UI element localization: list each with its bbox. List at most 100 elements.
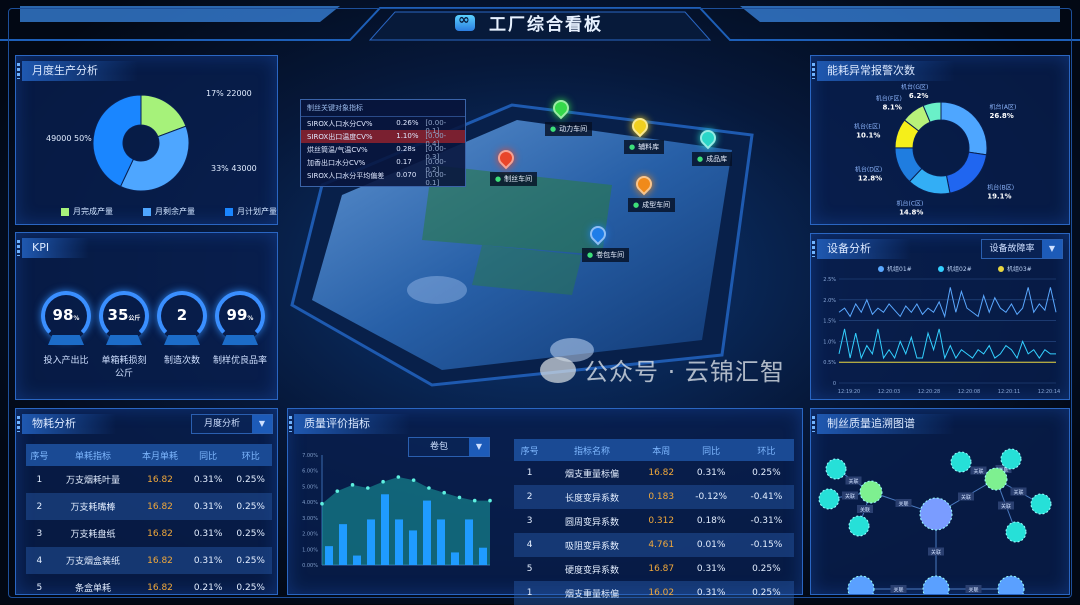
table-row[interactable]: 2 长度变异系数 0.183 -0.12% -0.41% <box>514 485 794 509</box>
graph-node[interactable] <box>997 575 1025 594</box>
column-header[interactable]: 序号 <box>514 439 546 461</box>
y-tick-label: 6.00% <box>302 469 318 475</box>
table-row[interactable]: 5 硬度变异系数 16.87 0.31% 0.25% <box>514 557 794 581</box>
kpi-gauge: 35公斤 单箱耗损刻 公斤 <box>96 291 152 381</box>
bar[interactable] <box>367 519 375 565</box>
table-row[interactable]: 3 圆周变异系数 0.312 0.18% -0.31% <box>514 509 794 533</box>
y-tick-label: 3.00% <box>302 516 318 522</box>
slice-name: 机台(A区) <box>990 103 1017 111</box>
indicator-cell: 1.10% <box>396 132 419 140</box>
donut-slice[interactable] <box>945 151 988 194</box>
graph-node[interactable] <box>984 467 1008 491</box>
edge-label: 关联 <box>845 493 855 500</box>
area-point <box>320 501 324 506</box>
graph-node[interactable] <box>1000 448 1022 470</box>
table-cell: 3 <box>36 528 43 539</box>
panel-title: KPI <box>16 238 90 258</box>
map-pin[interactable]: 卷包车间 <box>582 222 630 262</box>
donut-slice[interactable] <box>940 101 988 156</box>
graph-node[interactable] <box>950 451 972 473</box>
column-header[interactable]: 单耗指标 <box>52 444 134 466</box>
column-header[interactable]: 序号 <box>26 444 53 466</box>
map-pin[interactable]: 制丝车间 <box>490 146 538 186</box>
bar[interactable] <box>451 552 459 565</box>
column-header[interactable]: 环比 <box>229 444 272 466</box>
table-row[interactable]: 5 条盒单耗 16.82 0.21% 0.25% <box>26 574 272 601</box>
table-cell: 16.82 <box>133 547 187 574</box>
bar[interactable] <box>479 547 487 565</box>
indicator-row[interactable]: 烘丝筒温/气温CV% 0.28s [0.00-0.3] <box>301 143 465 161</box>
material-period-dropdown[interactable]: 月度分析 ▼ <box>191 414 273 434</box>
graph-node[interactable] <box>818 488 840 510</box>
map-pin[interactable]: 辅料库 <box>624 114 665 154</box>
graph-node[interactable] <box>1005 521 1027 543</box>
column-header[interactable]: 同比 <box>186 444 230 466</box>
panel-title: 物耗分析 <box>17 414 116 434</box>
indicator-row[interactable]: SIROX人口水分CV% 0.26% [0.00-0.1] <box>301 117 465 135</box>
table-row[interactable]: 1 烟支重量标偏 16.02 0.31% 0.25% <box>514 581 794 605</box>
donut-slice[interactable] <box>119 125 190 192</box>
indicator-row[interactable]: SIROX人口水分平均偏差 0.070 [0.00-0.1] <box>301 169 465 187</box>
gauge-ring: 98% <box>41 291 91 341</box>
graph-node[interactable] <box>847 575 875 594</box>
bar[interactable] <box>437 519 445 565</box>
quality-type-dropdown[interactable]: 卷包 ▼ <box>408 437 490 457</box>
bar[interactable] <box>395 519 403 565</box>
table-row[interactable]: 2 万支耗嘴棒 16.82 0.31% 0.25% <box>26 493 272 520</box>
column-header[interactable]: 指标名称 <box>545 439 639 461</box>
y-tick-label: 1.5% <box>823 319 836 325</box>
graph-node[interactable] <box>859 480 883 504</box>
y-tick-label: 5.00% <box>302 484 318 490</box>
gauge-ring: 35公斤 <box>99 291 149 341</box>
monthly-legend: 月完成产量 月剩余产量 月计划产量 <box>61 206 277 217</box>
table-cell: 0.31% <box>696 564 726 574</box>
device-line-chart: 0 0.5% 1.0% 1.5% 2.0% 2.5% 12:19:20 12:20:03 12:… <box>823 265 1060 395</box>
area-series <box>322 477 490 565</box>
graph-node[interactable] <box>919 497 953 531</box>
slice-name: 机台(D区) <box>855 166 882 174</box>
graph-node[interactable] <box>825 458 847 480</box>
bar[interactable] <box>381 494 389 565</box>
quality-bar-chart: 0.00% 1.00% 2.00% 3.00% 4.00% 5.00% 6.00% 7.00% <box>302 453 492 569</box>
device-metric-dropdown[interactable]: 设备故障率 ▼ <box>981 239 1063 259</box>
edge-label: 关联 <box>931 549 941 556</box>
pin-label: 动力车间 <box>545 122 593 136</box>
map-pin[interactable]: 动力车间 <box>545 96 593 136</box>
donut-slice[interactable] <box>92 94 142 188</box>
graph-node[interactable] <box>1030 493 1052 515</box>
table-cell: 1 <box>526 468 533 478</box>
table-row[interactable]: 3 万支耗盘纸 16.82 0.31% 0.25% <box>26 520 272 547</box>
table-row[interactable]: 4 万支烟盒装纸 16.82 0.31% 0.25% <box>26 547 272 574</box>
indicator-row[interactable]: 加香出口水分CV% 0.17 [0.00-0.2] <box>301 156 465 174</box>
bar[interactable] <box>339 524 347 565</box>
area-point <box>381 479 385 484</box>
graph-node[interactable] <box>848 515 870 537</box>
bar[interactable] <box>465 519 473 565</box>
gauge-pedestal <box>48 335 84 345</box>
map-pin[interactable]: 成型车间 <box>628 172 676 212</box>
area-point <box>396 475 401 479</box>
edge-label: 关联 <box>1001 503 1011 510</box>
column-header[interactable]: 环比 <box>738 439 794 461</box>
map-pin[interactable]: 成品库 <box>692 126 733 166</box>
table-row[interactable]: 1 烟支重量标偏 16.82 0.31% 0.25% <box>514 461 794 485</box>
bar[interactable] <box>353 555 361 565</box>
table-row[interactable]: 4 吸阻变异系数 4.761 0.01% -0.15% <box>514 533 794 557</box>
donut-slice[interactable] <box>922 101 942 123</box>
column-header[interactable]: 本周 <box>638 439 684 461</box>
indicator-cell: 0.070 <box>396 171 417 179</box>
bar[interactable] <box>409 530 417 565</box>
column-header[interactable]: 本月单耗 <box>133 444 187 466</box>
indicator-row[interactable]: SIROX出口温度CV% 1.10% [0.00-0.4] <box>301 130 465 148</box>
location-marker-icon <box>628 114 652 138</box>
indicator-cell: [0.00-0.1] <box>425 171 447 187</box>
edge-label-box <box>998 501 1014 510</box>
column-header[interactable]: 同比 <box>683 439 739 461</box>
graph-node[interactable] <box>922 575 950 594</box>
indicator-cell: [0.00-0.2] <box>425 158 447 174</box>
bar[interactable] <box>325 546 333 565</box>
table-row[interactable]: 1 万支烟耗叶量 16.82 0.31% 0.25% <box>26 466 272 493</box>
bar[interactable] <box>423 500 431 565</box>
panel-title: 设备分析 <box>812 239 911 259</box>
